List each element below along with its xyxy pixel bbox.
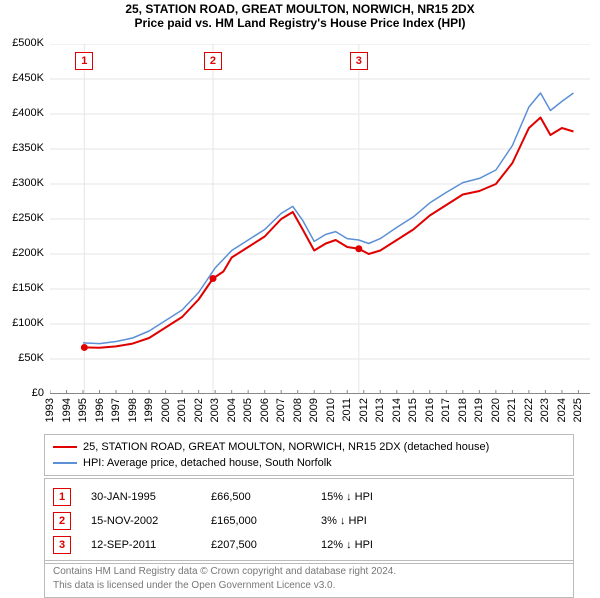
event-date: 12-SEP-2011 — [91, 539, 211, 551]
footer-line-2: This data is licensed under the Open Gov… — [53, 579, 565, 593]
x-tick-label: 1995 — [77, 398, 89, 422]
y-tick-label: £350K — [0, 142, 44, 154]
y-tick-label: £200K — [0, 247, 44, 259]
x-tick-label: 2012 — [358, 398, 370, 422]
x-tick-label: 2005 — [242, 398, 254, 422]
x-tick-label: 2024 — [556, 398, 568, 422]
x-tick-label: 2013 — [374, 398, 386, 422]
x-tick-label: 2007 — [275, 398, 287, 422]
y-tick-label: £150K — [0, 282, 44, 294]
x-tick-label: 1996 — [94, 398, 106, 422]
price-line-chart — [50, 44, 590, 394]
x-tick-label: 1994 — [61, 398, 73, 422]
x-tick-label: 2010 — [325, 398, 337, 422]
y-tick-label: £100K — [0, 317, 44, 329]
legend-swatch — [53, 446, 77, 448]
y-tick-label: £450K — [0, 72, 44, 84]
x-tick-label: 2001 — [176, 398, 188, 422]
event-price: £165,000 — [211, 515, 321, 527]
x-tick-label: 1999 — [143, 398, 155, 422]
legend-row: 25, STATION ROAD, GREAT MOULTON, NORWICH… — [53, 439, 565, 455]
x-tick-label: 1997 — [110, 398, 122, 422]
x-tick-label: 2008 — [292, 398, 304, 422]
legend-label: HPI: Average price, detached house, Sout… — [83, 455, 332, 471]
event-hpi-diff: 3% ↓ HPI — [321, 515, 441, 527]
sale-events-table: 1 30-JAN-1995£66,50015% ↓ HPI 2 15-NOV-2002… — [44, 478, 574, 564]
chart-title-block: 25, STATION ROAD, GREAT MOULTON, NORWICH… — [0, 0, 600, 30]
x-tick-label: 2017 — [440, 398, 452, 422]
y-tick-label: £400K — [0, 107, 44, 119]
y-tick-label: £300K — [0, 177, 44, 189]
event-hpi-diff: 15% ↓ HPI — [321, 491, 441, 503]
x-tick-label: 2002 — [193, 398, 205, 422]
y-tick-label: £500K — [0, 37, 44, 49]
event-price: £66,500 — [211, 491, 321, 503]
x-tick-label: 2025 — [572, 398, 584, 422]
x-tick-label: 2022 — [523, 398, 535, 422]
sale-event-row: 1 30-JAN-1995£66,50015% ↓ HPI — [53, 485, 565, 509]
data-attribution-footer: Contains HM Land Registry data © Crown c… — [44, 560, 574, 598]
title-line-1: 25, STATION ROAD, GREAT MOULTON, NORWICH… — [0, 2, 600, 16]
event-number-badge: 2 — [53, 512, 71, 530]
event-number-badge: 1 — [53, 488, 71, 506]
title-line-2: Price paid vs. HM Land Registry's House … — [0, 16, 600, 30]
event-date: 30-JAN-1995 — [91, 491, 211, 503]
event-date: 15-NOV-2002 — [91, 515, 211, 527]
x-tick-label: 2021 — [506, 398, 518, 422]
x-tick-label: 2018 — [457, 398, 469, 422]
x-tick-label: 2014 — [391, 398, 403, 422]
event-number-badge: 3 — [53, 536, 71, 554]
x-tick-label: 2019 — [473, 398, 485, 422]
x-tick-label: 2009 — [308, 398, 320, 422]
x-tick-label: 2000 — [160, 398, 172, 422]
event-price: £207,500 — [211, 539, 321, 551]
event-marker-badge: 1 — [75, 52, 93, 70]
event-marker-badge: 2 — [204, 52, 222, 70]
x-tick-label: 2006 — [259, 398, 271, 422]
legend-row: HPI: Average price, detached house, Sout… — [53, 455, 565, 471]
event-marker-badge: 3 — [350, 52, 368, 70]
y-tick-label: £0 — [0, 387, 44, 399]
event-hpi-diff: 12% ↓ HPI — [321, 539, 441, 551]
x-tick-label: 2004 — [226, 398, 238, 422]
x-tick-label: 2011 — [341, 398, 353, 422]
y-tick-label: £250K — [0, 212, 44, 224]
x-tick-label: 2020 — [490, 398, 502, 422]
sale-event-row: 3 12-SEP-2011£207,50012% ↓ HPI — [53, 533, 565, 557]
x-tick-label: 2016 — [424, 398, 436, 422]
legend-swatch — [53, 462, 77, 464]
x-tick-label: 2023 — [539, 398, 551, 422]
y-tick-label: £50K — [0, 352, 44, 364]
x-tick-label: 2015 — [407, 398, 419, 422]
legend: 25, STATION ROAD, GREAT MOULTON, NORWICH… — [44, 434, 574, 476]
footer-line-1: Contains HM Land Registry data © Crown c… — [53, 565, 565, 579]
sale-event-row: 2 15-NOV-2002£165,0003% ↓ HPI — [53, 509, 565, 533]
x-tick-label: 1993 — [44, 398, 56, 422]
x-tick-label: 2003 — [209, 398, 221, 422]
x-tick-label: 1998 — [127, 398, 139, 422]
legend-label: 25, STATION ROAD, GREAT MOULTON, NORWICH… — [83, 439, 489, 455]
